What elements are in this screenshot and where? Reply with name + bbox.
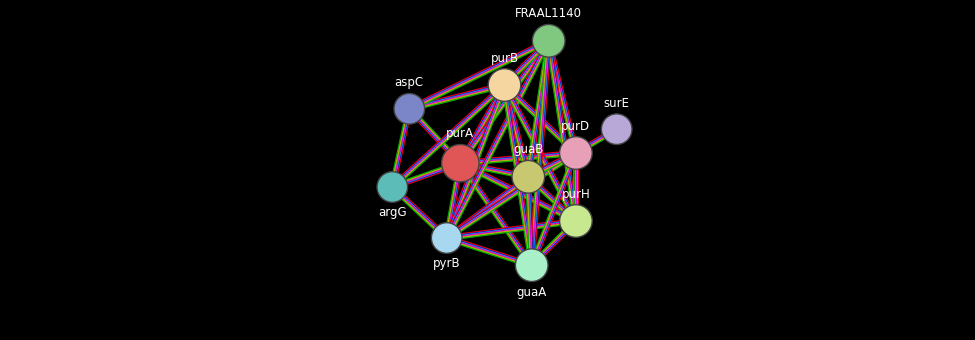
- Text: guaA: guaA: [517, 286, 547, 299]
- Circle shape: [394, 94, 424, 124]
- Circle shape: [377, 172, 408, 202]
- Text: guaB: guaB: [513, 143, 543, 156]
- Circle shape: [488, 69, 521, 101]
- Circle shape: [516, 249, 548, 282]
- Text: surE: surE: [604, 97, 630, 110]
- Text: FRAAL1140: FRAAL1140: [515, 7, 582, 20]
- Text: pyrB: pyrB: [433, 257, 460, 270]
- Circle shape: [602, 114, 632, 144]
- Text: aspC: aspC: [395, 76, 424, 89]
- Circle shape: [512, 160, 545, 193]
- Circle shape: [532, 24, 566, 57]
- Text: purH: purH: [562, 188, 590, 201]
- Circle shape: [560, 137, 592, 169]
- Text: argG: argG: [378, 206, 407, 219]
- Circle shape: [431, 223, 462, 253]
- Circle shape: [442, 144, 479, 182]
- Circle shape: [560, 205, 592, 237]
- Text: purA: purA: [447, 128, 474, 140]
- Text: purB: purB: [490, 52, 519, 65]
- Text: purD: purD: [562, 120, 591, 133]
